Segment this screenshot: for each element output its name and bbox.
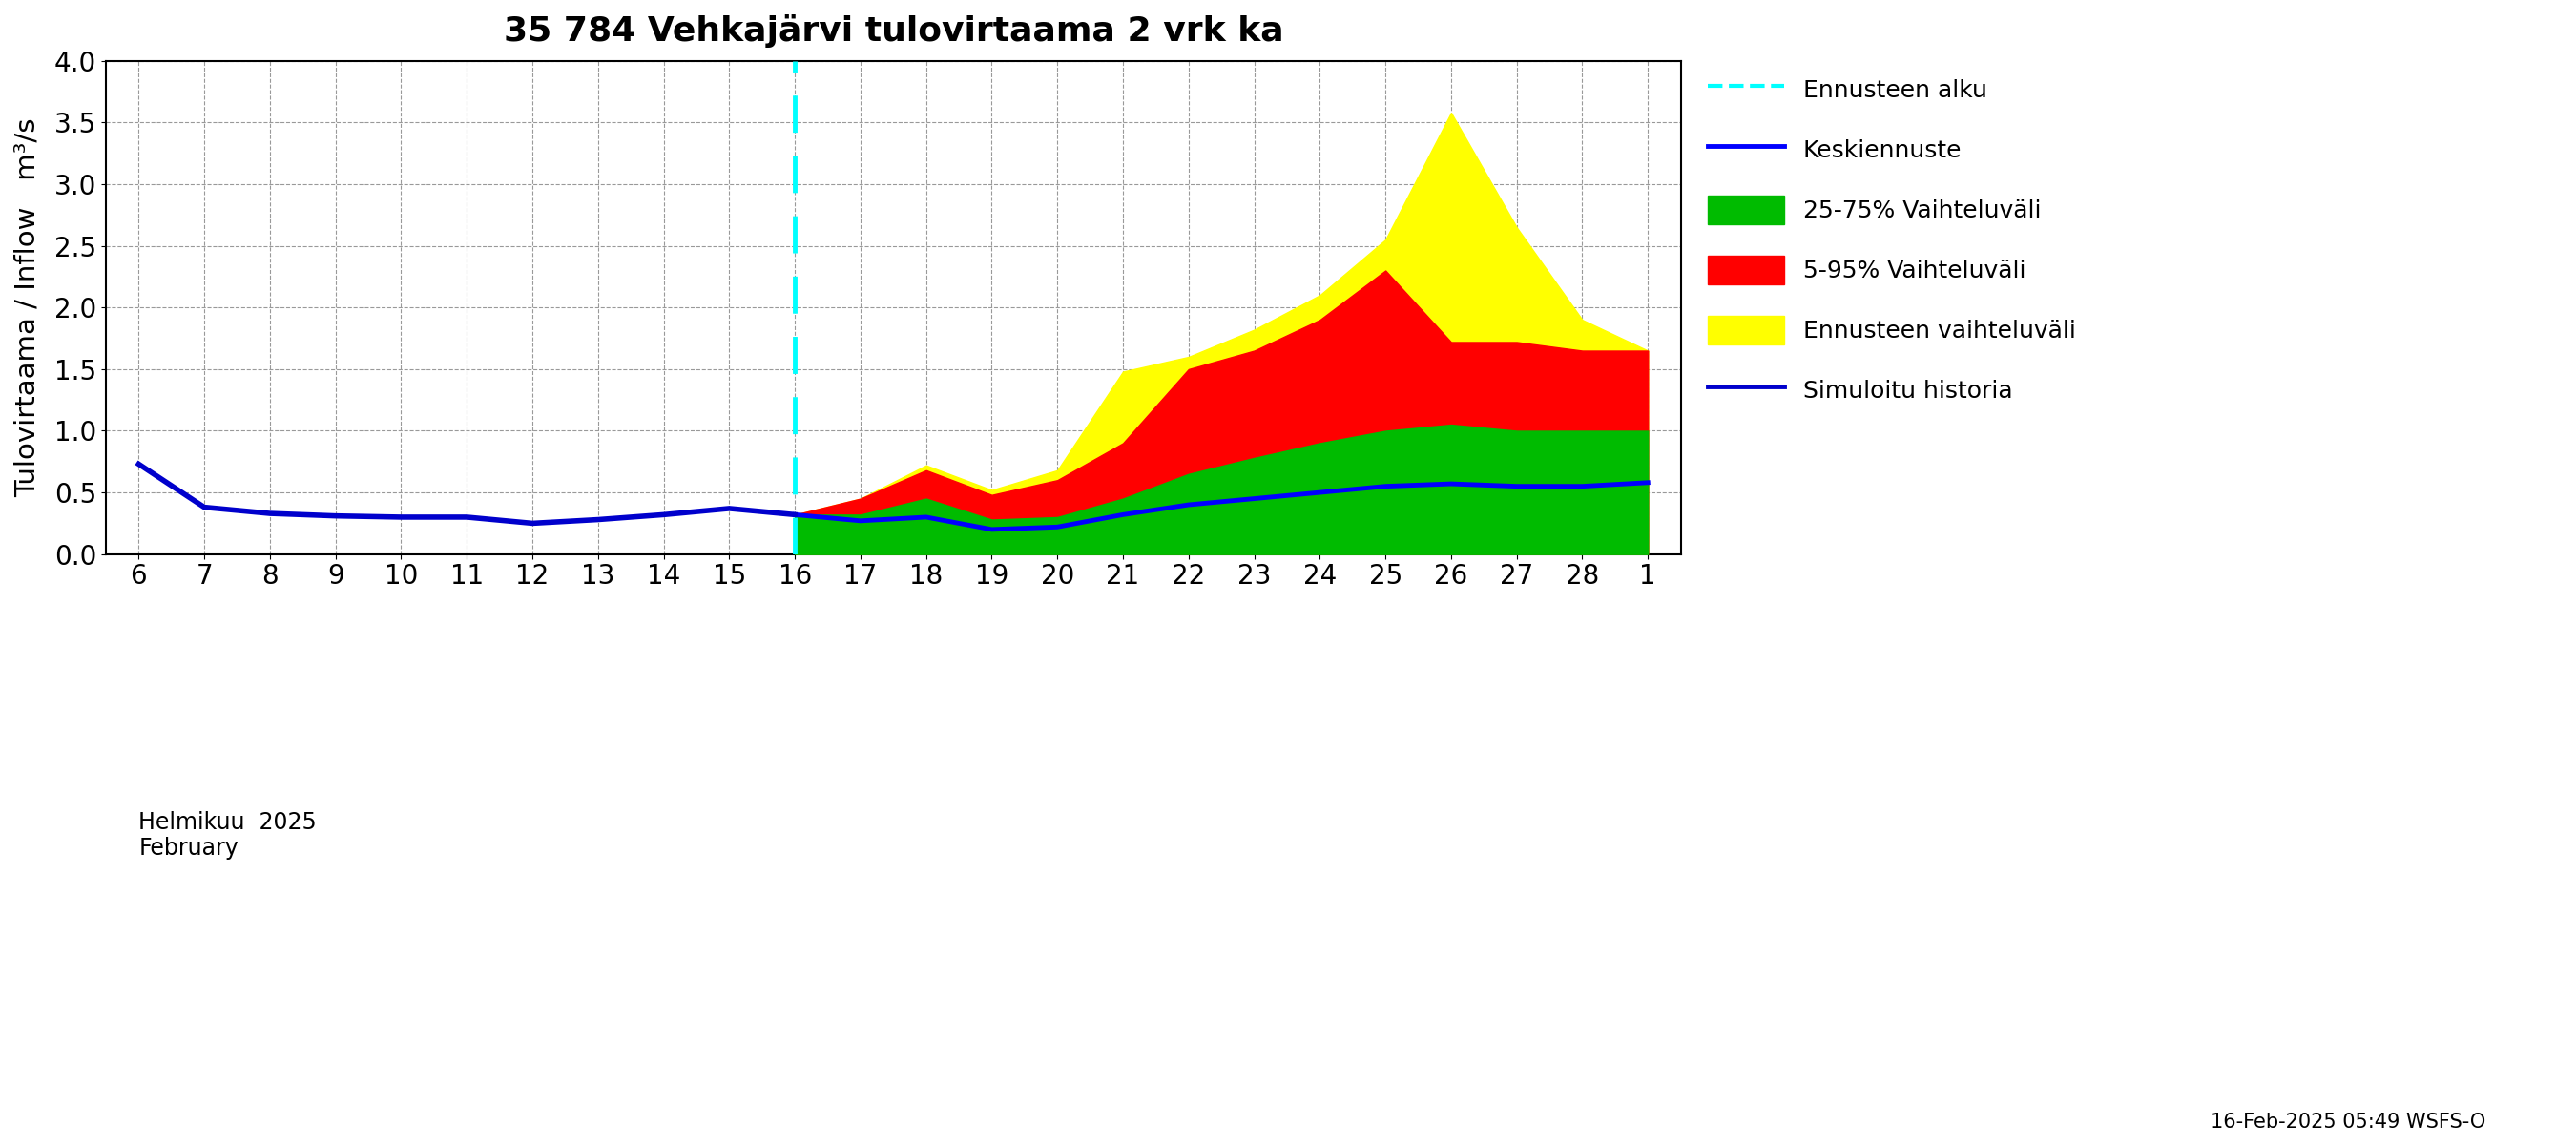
Legend: Ennusteen alku, Keskiennuste, 25-75% Vaihteluväli, 5-95% Vaihteluväli, Ennusteen: Ennusteen alku, Keskiennuste, 25-75% Vai… — [1700, 68, 2084, 412]
Title: 35 784 Vehkajärvi tulovirtaama 2 vrk ka: 35 784 Vehkajärvi tulovirtaama 2 vrk ka — [502, 14, 1283, 48]
Text: Helmikuu  2025
February: Helmikuu 2025 February — [139, 811, 317, 860]
Text: 16-Feb-2025 05:49 WSFS-O: 16-Feb-2025 05:49 WSFS-O — [2210, 1112, 2486, 1131]
Y-axis label: Tulovirtaama / Inflow   m³/s: Tulovirtaama / Inflow m³/s — [15, 118, 41, 497]
